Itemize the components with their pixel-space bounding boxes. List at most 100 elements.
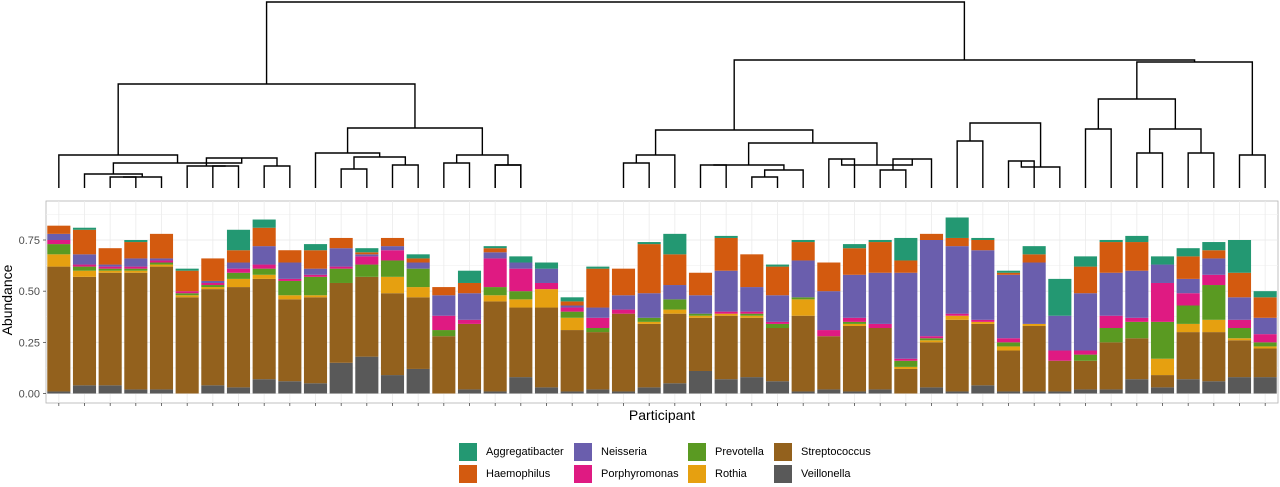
bar-segment-veillonella xyxy=(201,385,225,394)
bar-segment-neisseria xyxy=(1022,262,1046,324)
bar-segment-rothia xyxy=(663,309,687,314)
legend-swatch xyxy=(774,465,792,483)
bar-segment-porphyromonas xyxy=(432,315,456,331)
bar-segment-aggregatibacter xyxy=(509,256,533,263)
bar-segment-streptococcus xyxy=(945,319,969,392)
bar-segment-haemophilus xyxy=(894,260,918,273)
bar-segment-neisseria xyxy=(1099,272,1123,316)
bar-segment-streptococcus xyxy=(303,297,328,384)
bar-segment-neisseria xyxy=(611,295,636,310)
bar-segment-haemophilus xyxy=(201,258,225,281)
bar-segment-rothia xyxy=(1022,323,1046,326)
bar-segment-rothia xyxy=(714,313,738,316)
bar-segment-streptococcus xyxy=(1022,325,1046,392)
bar-segment-porphyromonas xyxy=(560,307,584,312)
bar-segment-porphyromonas xyxy=(842,317,867,322)
bar-segment-veillonella xyxy=(1150,387,1175,394)
bar-segment-veillonella xyxy=(355,356,379,394)
bar-segment-haemophilus xyxy=(868,242,892,273)
bar-segment-porphyromonas xyxy=(1202,274,1226,286)
bar-segment-haemophilus xyxy=(1253,297,1277,318)
bar-segment-neisseria xyxy=(586,307,610,318)
bar-segment-aggregatibacter xyxy=(1150,256,1175,265)
bar-segment-veillonella xyxy=(406,368,430,394)
legend-label: Haemophilus xyxy=(486,468,551,480)
bar-segment-haemophilus xyxy=(355,252,379,255)
bar-segment-aggregatibacter xyxy=(996,270,1021,273)
bar-segment-streptococcus xyxy=(534,307,559,388)
legend-label: Porphyromonas xyxy=(601,468,679,480)
bar-segment-veillonella xyxy=(1202,381,1226,394)
bar-segment-neisseria xyxy=(329,248,353,267)
bar-segment-veillonella xyxy=(252,379,276,394)
bar-segment-haemophilus xyxy=(457,282,482,294)
bar-segment-prevotella xyxy=(894,360,918,367)
bar-segment-neisseria xyxy=(842,274,867,318)
bar-segment-veillonella xyxy=(303,383,328,394)
bar-segment-neisseria xyxy=(971,250,995,320)
bar-segment-neisseria xyxy=(688,295,713,314)
bar-segment-neisseria xyxy=(303,268,328,275)
bar-segment-veillonella xyxy=(740,377,764,394)
bar-segment-prevotella xyxy=(329,268,353,283)
bar-segment-haemophilus xyxy=(252,227,276,247)
bar-segment-porphyromonas xyxy=(765,321,790,324)
bar-segment-veillonella xyxy=(72,385,97,394)
bar-segment-veillonella xyxy=(278,381,302,394)
bar-segment-porphyromonas xyxy=(124,266,148,269)
legend-swatch xyxy=(574,465,592,483)
bar-segment-neisseria xyxy=(98,264,122,267)
y-tick-label: 0.00 xyxy=(19,389,40,401)
bar-segment-veillonella xyxy=(611,391,636,394)
bar-segment-haemophilus xyxy=(406,258,430,263)
bar-segment-prevotella xyxy=(175,293,199,296)
bar-segment-veillonella xyxy=(149,389,174,394)
bar-segment-porphyromonas xyxy=(149,260,174,263)
bar-segment-aggregatibacter xyxy=(226,229,251,251)
bar-segment-neisseria xyxy=(457,293,482,320)
bar-segment-rothia xyxy=(47,254,71,267)
bar-segment-porphyromonas xyxy=(226,268,251,273)
bar-segment-porphyromonas xyxy=(586,317,610,329)
bar-segment-porphyromonas xyxy=(868,323,892,329)
bar-segment-rothia xyxy=(380,276,405,294)
bar-segment-rothia xyxy=(996,346,1021,351)
bar-segment-rothia xyxy=(483,295,507,302)
x-axis-title: Participant xyxy=(629,407,695,423)
bar-segment-aggregatibacter xyxy=(534,262,559,269)
bar-segment-streptococcus xyxy=(1073,360,1098,390)
bar-segment-streptococcus xyxy=(688,317,713,371)
bar-segment-aggregatibacter xyxy=(1202,242,1226,251)
bar-segment-aggregatibacter xyxy=(457,270,482,283)
bar-segment-veillonella xyxy=(1048,391,1072,394)
bar-segment-rothia xyxy=(149,264,174,267)
legend-item-porphyromonas: Porphyromonas xyxy=(574,464,679,484)
bar-segment-porphyromonas xyxy=(817,330,841,337)
bar-segment-haemophilus xyxy=(329,237,353,249)
bar-segment-neisseria xyxy=(380,246,405,251)
bar-segment-porphyromonas xyxy=(1150,282,1175,322)
bar-segment-veillonella xyxy=(945,391,969,394)
bar-segment-prevotella xyxy=(380,260,405,277)
legend-item-veillonella: Veillonella xyxy=(774,464,851,484)
bar-segment-veillonella xyxy=(714,379,738,394)
dendrogram-branch xyxy=(969,122,1042,167)
bar-segment-porphyromonas xyxy=(303,274,328,277)
bar-segment-veillonella xyxy=(1253,377,1277,394)
bar-segment-streptococcus xyxy=(842,325,867,392)
legend-item-haemophilus: Haemophilus xyxy=(459,464,550,484)
bar-segment-prevotella xyxy=(1073,354,1098,361)
bar-segment-veillonella xyxy=(329,362,353,394)
bar-segment-veillonella xyxy=(47,391,71,394)
bar-segment-haemophilus xyxy=(1125,242,1149,271)
bar-segment-aggregatibacter xyxy=(663,233,687,255)
bar-segment-porphyromonas xyxy=(996,338,1021,343)
y-tick-label: 0.25 xyxy=(19,337,40,349)
bar-segment-neisseria xyxy=(509,262,533,269)
y-tick-label: 0.75 xyxy=(19,235,40,247)
bar-segment-neisseria xyxy=(791,260,815,298)
bar-segment-neisseria xyxy=(868,272,892,324)
bar-segment-haemophilus xyxy=(945,237,969,247)
bar-segment-haemophilus xyxy=(688,272,713,296)
bar-segment-aggregatibacter xyxy=(1253,291,1277,298)
